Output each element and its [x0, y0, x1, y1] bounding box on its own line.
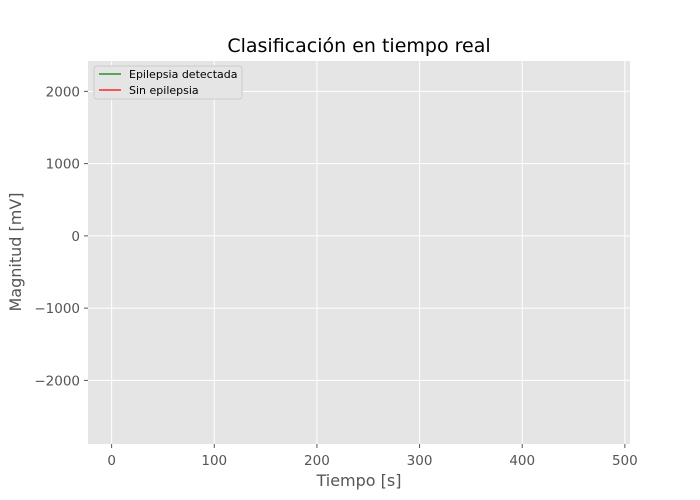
- x-tick-label: 0: [107, 453, 116, 469]
- y-axis-label: Magnitud [mV]: [6, 192, 25, 311]
- x-tick-label: 400: [509, 453, 535, 469]
- legend-box: [93, 65, 243, 100]
- x-axis-label: Tiempo [s]: [315, 471, 401, 490]
- x-tick-label: 200: [304, 453, 330, 469]
- legend: Epilepsia detectada Sin epilepsia: [93, 65, 243, 100]
- y-tick-label: −1000: [34, 301, 80, 317]
- y-tick-label: 0: [71, 229, 80, 245]
- legend-label-sin-epilepsia: Sin epilepsia: [129, 84, 199, 97]
- y-tick-label: −2000: [34, 373, 80, 389]
- chart-title: Clasificación en tiempo real: [227, 35, 490, 57]
- y-axis-ticks: −2000 −1000 0 1000 2000: [34, 84, 88, 389]
- legend-label-epilepsia-detectada: Epilepsia detectada: [129, 68, 237, 81]
- x-tick-label: 500: [612, 453, 638, 469]
- x-tick-label: 100: [201, 453, 227, 469]
- y-tick-label: 2000: [46, 84, 80, 100]
- x-axis-ticks: 0 100 200 300 400 500: [107, 444, 638, 469]
- x-tick-label: 300: [407, 453, 433, 469]
- y-tick-label: 1000: [46, 157, 80, 173]
- plot-area: [88, 61, 630, 444]
